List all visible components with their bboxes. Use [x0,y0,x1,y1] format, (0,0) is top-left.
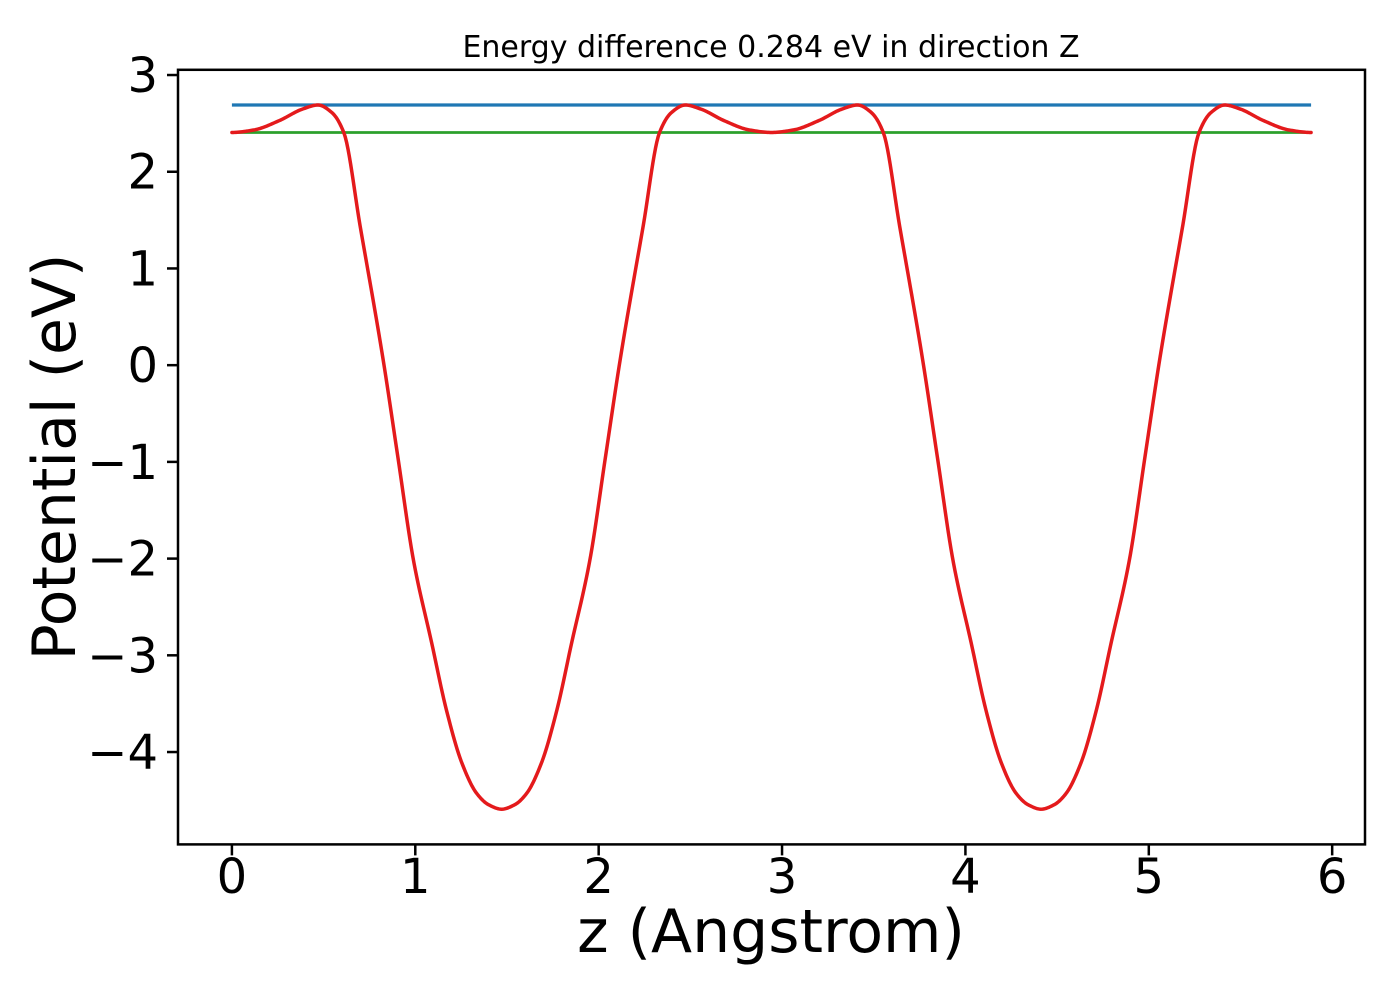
chart-title: Energy difference 0.284 eV in direction … [462,30,1079,65]
ticks-layer: 0 1 2 3 4 5 6 3 2 1 0 −1 −2 −3 −4 [87,48,1347,905]
y-tick-label: 3 [127,48,158,104]
plot-area [178,69,1365,845]
y-tick-label: −2 [87,532,158,588]
x-tick-label: 5 [1134,849,1165,905]
x-tick-label: 4 [950,849,981,905]
potential-curve [230,103,1313,811]
y-tick-label: −4 [87,725,158,781]
y-tick-label: 2 [127,145,158,201]
series-layer [230,103,1313,811]
x-tick-label: 1 [400,849,431,905]
x-tick-label: 3 [767,849,798,905]
x-tick-label: 0 [217,849,248,905]
x-axis-label: z (Angstrom) [577,897,965,967]
y-tick-label: −1 [87,435,158,491]
y-tick-label: 1 [127,241,158,297]
axes-spines [176,68,1367,846]
y-tick-label: −3 [87,628,158,684]
y-axis-label: Potential (eV) [20,254,90,661]
y-tick-label: 0 [127,338,158,394]
x-tick-label: 6 [1317,849,1348,905]
x-tick-label: 2 [583,849,614,905]
